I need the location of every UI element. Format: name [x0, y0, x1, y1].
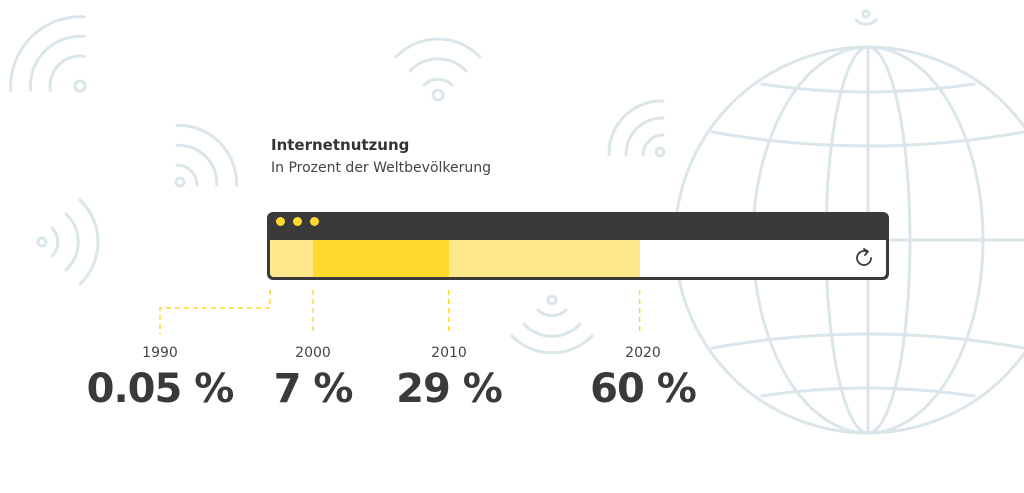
bar-segment-2010 [313, 240, 449, 277]
year-label-1990: 1990 [142, 345, 178, 361]
window-controls [276, 217, 319, 226]
window-dot-icon [293, 217, 302, 226]
chart-title: Internetnutzung [271, 136, 410, 154]
value-label-2000: 7 % [273, 366, 354, 412]
bar-segment-2020 [448, 240, 640, 277]
wifi-icon [9, 15, 87, 93]
wifi-icon [36, 198, 100, 286]
year-label-2020: 2020 [625, 345, 661, 361]
bar-segment-2000 [270, 240, 314, 277]
reload-icon [856, 248, 872, 266]
wifi-icon [607, 99, 666, 158]
wifi-icon [174, 123, 239, 188]
wifi-icon [394, 37, 482, 102]
year-label-2010: 2010 [431, 345, 467, 361]
window-dot-icon [276, 217, 285, 226]
chart-subtitle: In Prozent der Weltbevölkerung [271, 160, 492, 176]
wifi-icon [510, 294, 594, 355]
year-label-2000: 2000 [295, 345, 331, 361]
wifi-icon [854, 9, 878, 26]
browser-window [267, 212, 889, 280]
value-label-2010: 29 % [396, 366, 503, 412]
progress-bar [270, 240, 886, 277]
value-label-1990: 0.05 % [86, 366, 235, 412]
value-label-2020: 60 % [590, 366, 697, 412]
window-dot-icon [310, 217, 319, 226]
